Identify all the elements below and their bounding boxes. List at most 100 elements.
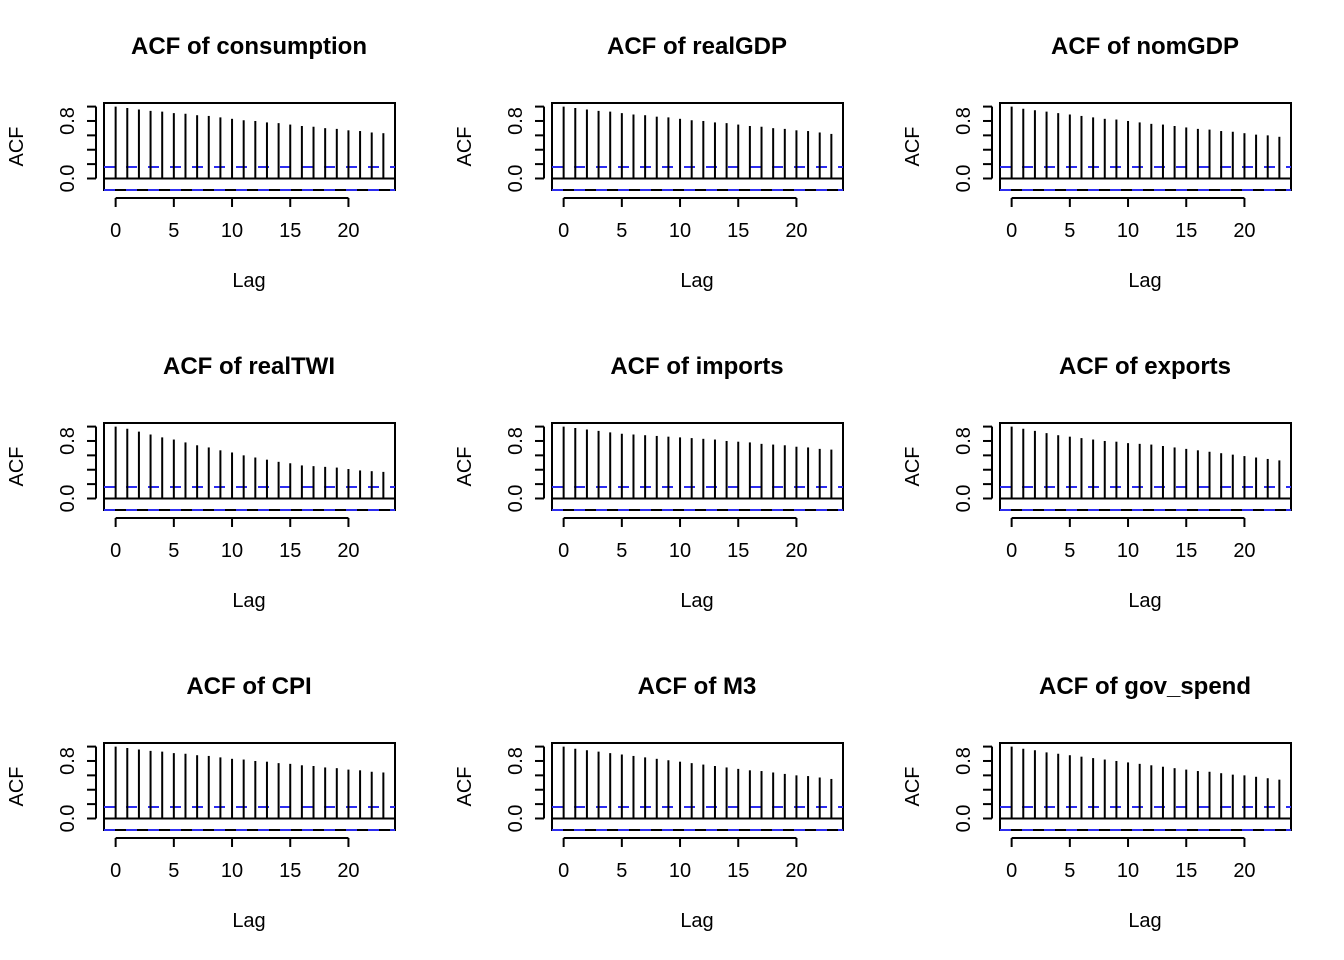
x-axis-label: Lag [232, 910, 265, 932]
y-axis-label: ACF [902, 767, 924, 807]
y-axis-label: ACF [454, 127, 476, 167]
y-tick-label: 0.8 [57, 427, 79, 455]
y-tick-label: 0.0 [57, 165, 79, 193]
x-tick-label: 0 [1006, 540, 1017, 562]
x-tick-label: 0 [110, 220, 121, 242]
x-tick-label: 20 [337, 540, 359, 562]
y-axis-label: ACF [6, 127, 28, 167]
y-tick-label: 0.8 [953, 107, 975, 135]
y-axis-label: ACF [454, 767, 476, 807]
plot-frame [551, 422, 844, 511]
x-tick-label: 20 [785, 220, 807, 242]
y-tick-label: 0.8 [505, 427, 527, 455]
x-tick-label: 15 [1175, 540, 1197, 562]
plot-frame [103, 742, 396, 831]
plot-frame [999, 422, 1292, 511]
x-tick-label: 20 [785, 540, 807, 562]
y-tick-label: 0.0 [57, 485, 79, 513]
x-axis-label: Lag [232, 590, 265, 612]
plot-frame [551, 102, 844, 191]
y-axis-label: ACF [6, 447, 28, 487]
chart-title: ACF of CPI [186, 673, 311, 700]
x-tick-label: 5 [616, 540, 627, 562]
x-tick-label: 5 [616, 860, 627, 882]
y-tick-label: 0.0 [953, 805, 975, 833]
acf-panel: ACF of nomGDP 0 5 10 15 20 0.0 0.8 Lag ACF [902, 33, 1292, 292]
plot-frame [999, 742, 1292, 831]
y-tick-label: 0.8 [57, 107, 79, 135]
x-tick-label: 15 [279, 860, 301, 882]
y-tick-label: 0.0 [953, 485, 975, 513]
x-tick-label: 5 [168, 540, 179, 562]
y-axis-label: ACF [6, 767, 28, 807]
x-tick-label: 15 [1175, 860, 1197, 882]
x-tick-label: 10 [221, 860, 243, 882]
x-tick-label: 20 [785, 860, 807, 882]
x-axis-label: Lag [1128, 590, 1161, 612]
x-tick-label: 5 [1064, 540, 1075, 562]
chart-title: ACF of exports [1059, 353, 1231, 380]
x-tick-label: 5 [168, 220, 179, 242]
x-tick-label: 20 [1233, 220, 1255, 242]
y-axis-label: ACF [902, 127, 924, 167]
y-tick-label: 0.0 [505, 165, 527, 193]
y-tick-label: 0.0 [57, 805, 79, 833]
x-tick-label: 10 [221, 540, 243, 562]
x-axis-label: Lag [1128, 270, 1161, 292]
x-tick-label: 15 [1175, 220, 1197, 242]
y-axis-label: ACF [902, 447, 924, 487]
y-tick-label: 0.0 [953, 165, 975, 193]
x-tick-label: 0 [558, 860, 569, 882]
chart-title: ACF of nomGDP [1051, 33, 1239, 60]
chart-title: ACF of realTWI [163, 353, 335, 380]
x-tick-label: 15 [727, 860, 749, 882]
chart-title: ACF of imports [610, 353, 783, 380]
x-tick-label: 10 [1117, 860, 1139, 882]
x-tick-label: 0 [1006, 220, 1017, 242]
acf-panel: ACF of imports 0 5 10 15 20 0.0 0.8 Lag ACF [454, 353, 844, 612]
y-tick-label: 0.8 [953, 747, 975, 775]
x-tick-label: 20 [337, 860, 359, 882]
x-tick-label: 10 [221, 220, 243, 242]
acf-panel: ACF of consumption 0 5 10 15 20 0.0 0.8 Lag ACF [6, 33, 396, 292]
plot-frame [551, 742, 844, 831]
x-axis-label: Lag [680, 590, 713, 612]
acf-panel: ACF of gov_spend 0 5 10 15 20 0.0 0.8 Lag ACF [902, 673, 1292, 932]
y-tick-label: 0.8 [57, 747, 79, 775]
x-tick-label: 10 [669, 220, 691, 242]
acf-panel: ACF of exports 0 5 10 15 20 0.0 0.8 Lag ACF [902, 353, 1292, 612]
x-tick-label: 20 [337, 220, 359, 242]
chart-title: ACF of realGDP [607, 33, 787, 60]
x-tick-label: 5 [168, 860, 179, 882]
plot-frame [999, 102, 1292, 191]
y-tick-label: 0.0 [505, 805, 527, 833]
x-tick-label: 10 [1117, 540, 1139, 562]
x-axis-label: Lag [680, 270, 713, 292]
chart-title: ACF of M3 [638, 673, 757, 700]
chart-title: ACF of gov_spend [1039, 673, 1251, 700]
y-axis-label: ACF [454, 447, 476, 487]
x-tick-label: 10 [669, 540, 691, 562]
y-tick-label: 0.8 [953, 427, 975, 455]
x-tick-label: 0 [558, 540, 569, 562]
x-tick-label: 0 [110, 860, 121, 882]
x-tick-label: 20 [1233, 860, 1255, 882]
acf-panel: ACF of M3 0 5 10 15 20 0.0 0.8 Lag ACF [454, 673, 844, 932]
x-tick-label: 15 [727, 540, 749, 562]
x-tick-label: 0 [110, 540, 121, 562]
x-axis-label: Lag [232, 270, 265, 292]
x-tick-label: 15 [279, 540, 301, 562]
x-tick-label: 0 [1006, 860, 1017, 882]
x-tick-label: 15 [279, 220, 301, 242]
x-tick-label: 5 [1064, 860, 1075, 882]
x-tick-label: 15 [727, 220, 749, 242]
x-tick-label: 5 [1064, 220, 1075, 242]
acf-panel: ACF of CPI 0 5 10 15 20 0.0 0.8 Lag ACF [6, 673, 396, 932]
acf-panel: ACF of realGDP 0 5 10 15 20 0.0 0.8 Lag ACF [454, 33, 844, 292]
x-tick-label: 0 [558, 220, 569, 242]
x-tick-label: 20 [1233, 540, 1255, 562]
x-tick-label: 10 [1117, 220, 1139, 242]
acf-panel: ACF of realTWI 0 5 10 15 20 0.0 0.8 Lag ACF [6, 353, 396, 612]
x-tick-label: 10 [669, 860, 691, 882]
